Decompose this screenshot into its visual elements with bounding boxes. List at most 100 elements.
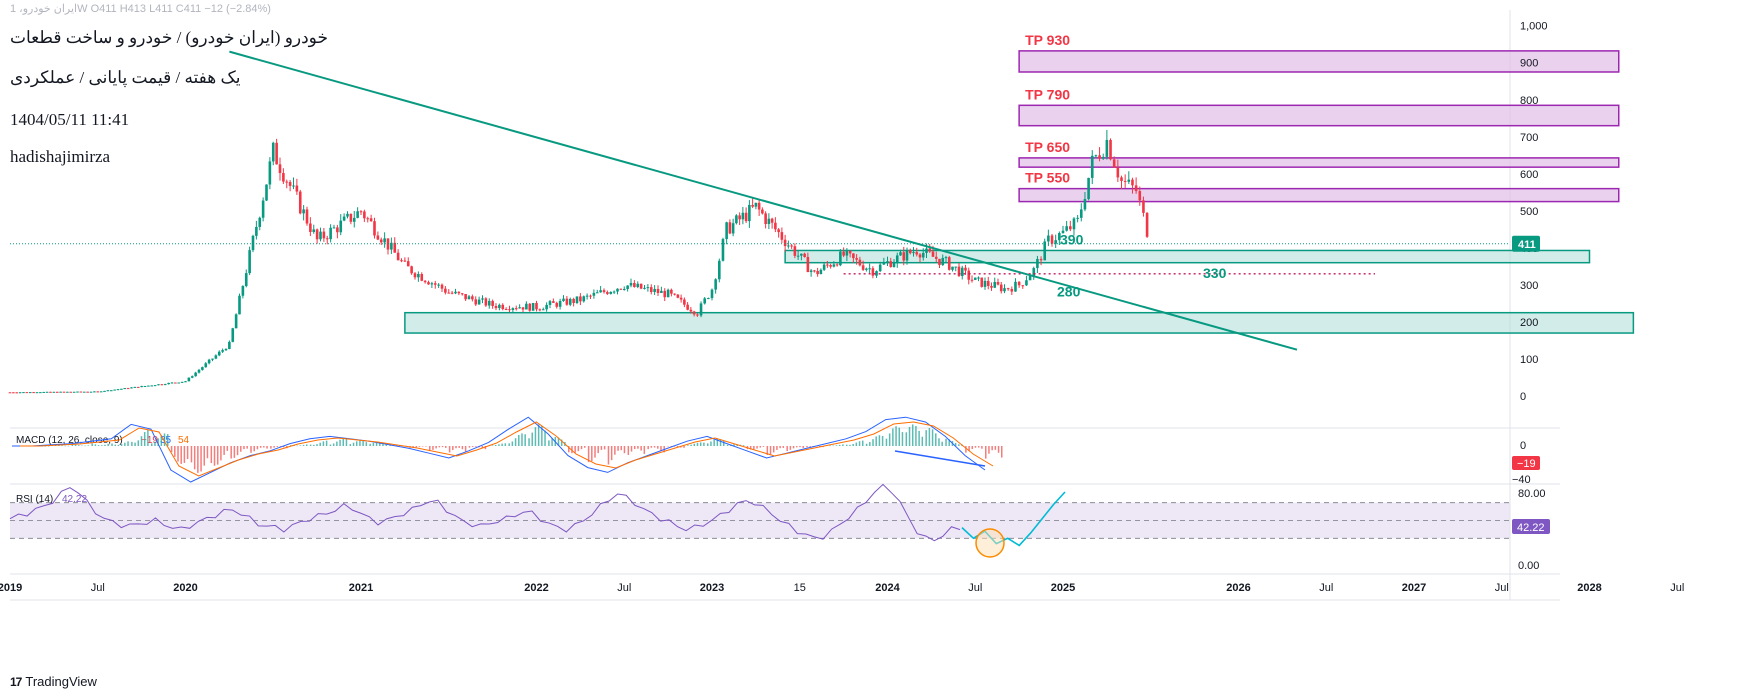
macd-histogram-bar	[676, 446, 679, 448]
macd-histogram-bar	[107, 443, 109, 446]
candle-body	[931, 251, 935, 257]
candle-body	[1127, 179, 1131, 182]
candle-body	[673, 293, 676, 295]
candle-body	[636, 283, 640, 288]
macd-histogram-bar	[557, 437, 560, 446]
macd-histogram-bar	[47, 446, 50, 447]
macd-histogram-bar	[375, 442, 378, 446]
last-price-badge-label: 411	[1518, 239, 1536, 251]
candle-body	[653, 288, 656, 292]
candle-body	[1065, 226, 1068, 231]
macd-histogram-bar	[186, 446, 189, 460]
ohlc-readout: ایران خودرو، 1W O411 H413 L411 C411 −12 …	[10, 3, 271, 15]
candle-body	[1014, 281, 1017, 292]
macd-histogram-bar	[270, 446, 272, 449]
macd-histogram-bar	[240, 446, 242, 452]
candle-body	[996, 281, 1000, 285]
candle-body	[868, 268, 871, 270]
candle-body	[941, 257, 945, 266]
candle-body	[649, 287, 653, 292]
macd-histogram-bar	[716, 438, 719, 446]
macd-histogram-bar	[938, 438, 940, 446]
candle-body	[619, 288, 623, 290]
rsi-tick-label: 0.00	[1518, 560, 1539, 572]
macd-histogram-bar	[429, 446, 431, 452]
rsi-line	[9, 483, 961, 542]
candle-body	[133, 386, 137, 388]
candle-body	[126, 388, 130, 390]
macd-histogram-bar	[630, 446, 633, 452]
macd-histogram-bar	[379, 442, 381, 446]
candle-body	[190, 376, 194, 378]
candle-body	[686, 304, 689, 310]
candle-body	[180, 381, 184, 383]
macd-histogram-bar	[230, 446, 232, 459]
candle-body	[261, 200, 265, 218]
candle-body	[800, 253, 803, 256]
candle-body	[822, 264, 826, 270]
macd-histogram-bar	[167, 434, 169, 446]
candle-body	[1142, 200, 1145, 213]
macd-histogram-bar	[448, 446, 451, 453]
macd-tick-label: 0	[1520, 440, 1526, 452]
macd-histogram-bar	[210, 446, 213, 464]
macd-histogram-bar	[710, 441, 712, 446]
macd-histogram-bar	[667, 446, 669, 447]
candle-body	[970, 279, 974, 281]
macd-histogram-bar	[958, 444, 960, 446]
candle-body	[545, 304, 548, 310]
candle-body	[153, 385, 157, 387]
candle-body	[406, 261, 410, 267]
candle-body	[82, 391, 86, 393]
macd-histogram-bar	[726, 444, 729, 446]
macd-histogram-bar	[842, 444, 844, 446]
candle-body	[336, 227, 339, 233]
macd-histogram-bar	[571, 446, 573, 454]
time-tick-label: 2024	[875, 582, 900, 594]
candle-body	[751, 204, 754, 207]
macd-histogram-bar	[114, 444, 116, 446]
macd-histogram-bar	[846, 444, 848, 446]
candle-body	[413, 273, 417, 278]
macd-histogram-bar	[988, 446, 990, 454]
macd-histogram-bar	[382, 443, 384, 446]
macd-histogram-bar	[696, 442, 699, 446]
candle-body	[754, 202, 758, 207]
macd-histogram-bar	[296, 445, 298, 447]
time-tick-label: 2020	[173, 582, 197, 594]
macd-histogram-bar	[220, 446, 222, 461]
macd-histogram-bar	[464, 446, 467, 452]
candle-body	[767, 218, 771, 225]
macd-histogram-bar	[772, 446, 775, 453]
macd-histogram-bar	[94, 444, 97, 446]
macd-histogram-bar	[603, 446, 606, 450]
chart-title: خودرو (ایران خودرو) / خودرو و ساخت قطعات	[10, 28, 328, 47]
candle-body	[400, 260, 403, 262]
macd-histogram-bar	[792, 446, 795, 449]
macd-histogram-bar	[892, 428, 894, 446]
macd-histogram-bar	[183, 446, 186, 463]
candle-body	[899, 252, 902, 256]
candle-body	[1105, 139, 1109, 157]
candle-body	[487, 300, 491, 306]
candle-body	[1061, 230, 1065, 234]
candle-body	[656, 288, 660, 293]
candle-body	[964, 267, 967, 271]
candle-body	[329, 227, 332, 240]
candle-body	[136, 386, 140, 388]
candle-body	[1123, 180, 1127, 182]
candle-body	[356, 211, 359, 218]
candle-body	[679, 297, 683, 300]
macd-histogram-bar	[44, 446, 47, 447]
candle-body	[99, 391, 103, 393]
macd-histogram-bar	[504, 443, 507, 446]
candle-body	[718, 260, 721, 280]
candle-body	[1054, 240, 1057, 244]
candle-body	[467, 296, 471, 300]
macd-histogram-bar	[290, 445, 292, 446]
tradingview-logo[interactable]: 17 TradingView	[10, 674, 97, 689]
candle-body	[76, 391, 79, 393]
macd-current-label: −19	[1517, 458, 1536, 470]
macd-histogram-bar	[491, 445, 494, 446]
